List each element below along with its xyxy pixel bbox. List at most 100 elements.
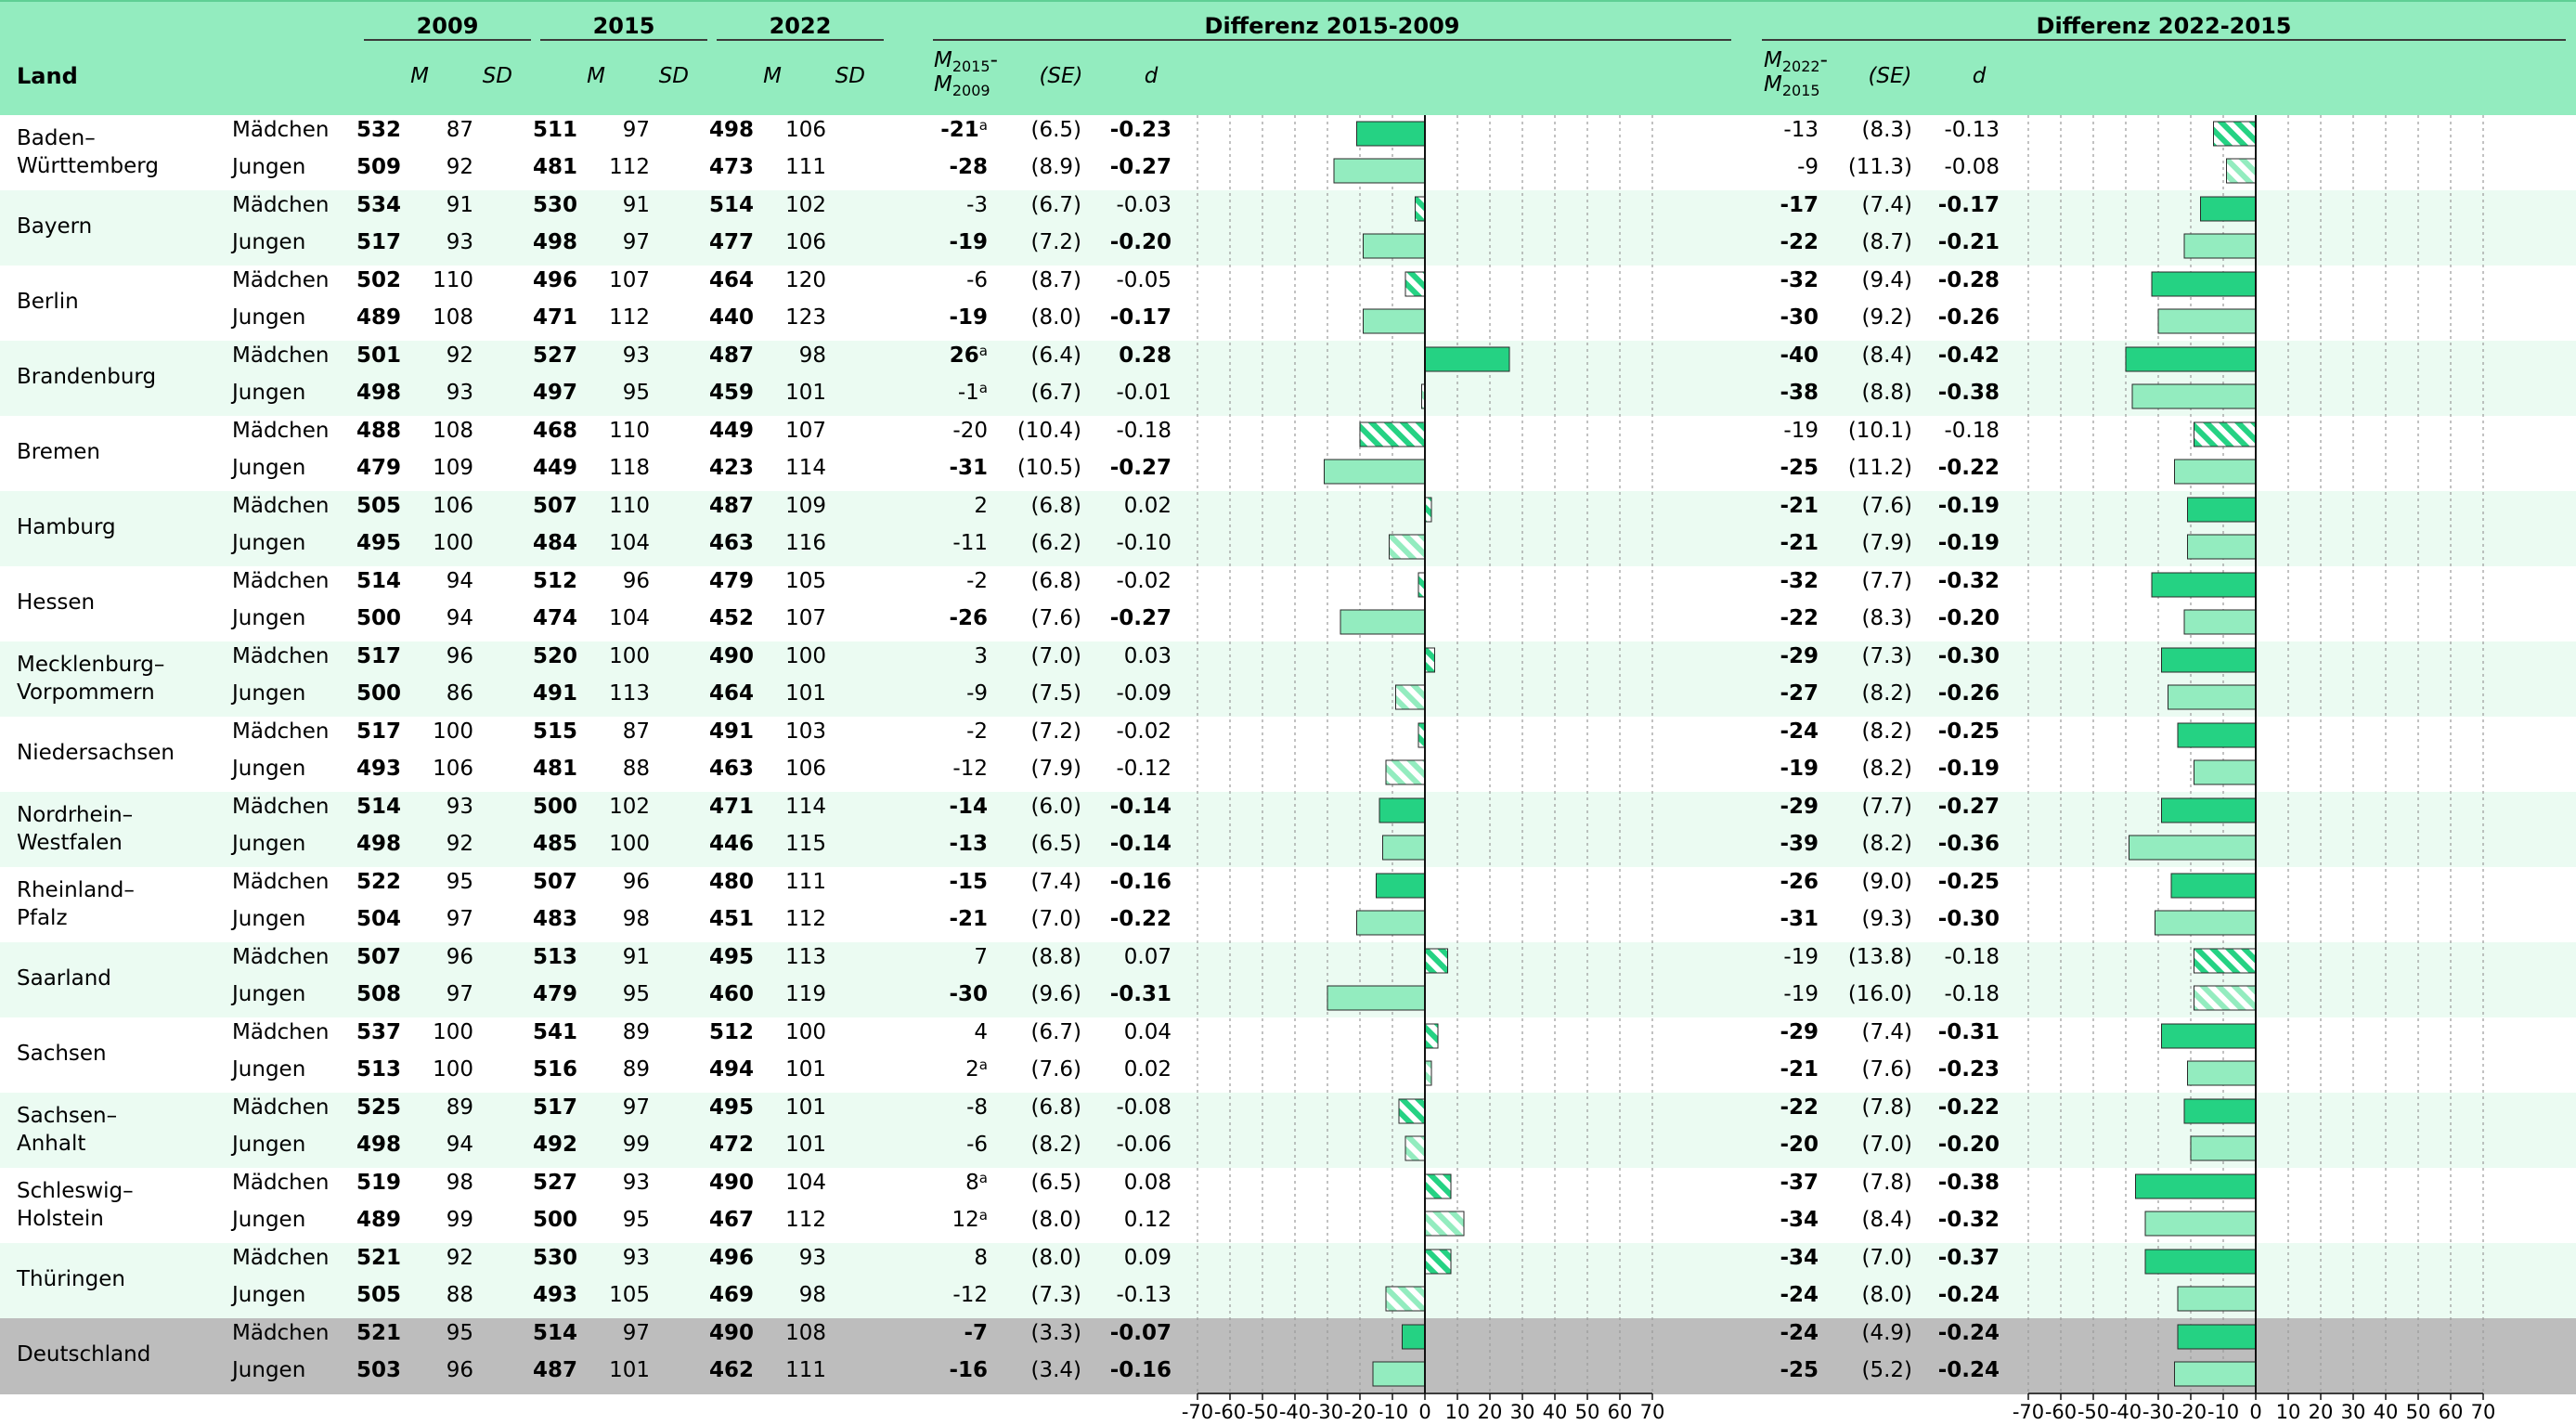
cell-m09: 521	[356, 1321, 401, 1345]
gender-label: Jungen	[232, 456, 306, 480]
cell-m09: 501	[356, 343, 401, 368]
diff1-value: -21	[940, 118, 979, 142]
cell-m22: 451	[708, 907, 754, 931]
diff1-value: -3	[966, 193, 988, 217]
cell-d1: 0.02	[1123, 494, 1171, 518]
cell-sd09: 94	[446, 606, 473, 630]
cell-m15: 530	[532, 193, 577, 217]
gender-label: Jungen	[232, 757, 306, 781]
cell-d2: -0.26	[1937, 305, 2000, 330]
cell-diff2: -24	[1741, 719, 1819, 745]
cell-se2: (9.0)	[1861, 870, 1912, 894]
cell-m09: 537	[356, 1020, 401, 1044]
cell-d2: -0.25	[1937, 719, 2000, 744]
cell-m22: 487	[708, 494, 754, 518]
row-band	[0, 491, 2576, 566]
cell-se1: (7.9)	[1030, 757, 1081, 781]
cell-diff2: -20	[1741, 1132, 1819, 1158]
gender-label: Jungen	[232, 832, 306, 856]
bar	[1405, 1135, 1426, 1161]
cell-se2: (7.8)	[1861, 1095, 1912, 1120]
mdiff-sub: 2015	[1781, 82, 1820, 99]
cell-d1: 0.12	[1123, 1208, 1171, 1232]
cell-se1: (6.5)	[1030, 1171, 1081, 1195]
state-name-line: Thüringen	[17, 1267, 125, 1291]
cell-m15: 515	[532, 719, 577, 744]
diff2-m-header: M2022- M2015	[1764, 48, 1828, 99]
diff1-value: -21	[949, 907, 988, 931]
cell-d2: -0.22	[1937, 1095, 2000, 1120]
cell-sd15: 95	[622, 1208, 650, 1232]
cell-m22: 464	[708, 681, 754, 706]
diff1-underline	[933, 39, 1731, 41]
cell-d2: -0.20	[1937, 1133, 2000, 1157]
cell-m09: 498	[356, 832, 401, 856]
diff1-value: -16	[949, 1358, 988, 1382]
cell-sd22: 105	[785, 569, 826, 593]
cell-m22: 498	[708, 118, 754, 142]
diff2-value: -34	[1780, 1208, 1819, 1232]
cell-se2: (8.7)	[1861, 230, 1912, 254]
cell-diff1: -1a	[910, 380, 988, 406]
gender-label: Jungen	[232, 1057, 306, 1082]
cell-m22: 514	[708, 193, 754, 217]
cell-d2: -0.20	[1937, 606, 2000, 630]
bar	[1415, 196, 1426, 222]
gender-label: Mädchen	[232, 343, 330, 368]
cell-diff2: -19	[1741, 981, 1819, 1007]
cell-se2: (7.6)	[1861, 494, 1912, 518]
cell-m09: 521	[356, 1246, 401, 1270]
cell-d1: -0.18	[1116, 419, 1171, 443]
cell-d2: -0.32	[1937, 569, 2000, 593]
cell-sd09: 93	[446, 795, 473, 819]
bar	[1424, 948, 1448, 974]
cell-se1: (8.8)	[1030, 945, 1081, 969]
cell-sd15: 110	[609, 494, 650, 518]
cell-diff1: -2	[910, 719, 988, 745]
diff2-value: -9	[1797, 155, 1819, 179]
cell-m22: 487	[708, 343, 754, 368]
bar	[2170, 873, 2257, 899]
cell-m15: 483	[532, 907, 577, 931]
cell-sd09: 92	[446, 155, 473, 179]
cell-d1: 0.28	[1119, 343, 1171, 368]
bar	[1424, 346, 1510, 372]
cell-diff1: -20	[910, 418, 988, 444]
state-name: Sachsen	[17, 1040, 107, 1068]
gender-label: Mädchen	[232, 1171, 330, 1195]
mdiff-line2: M2009	[934, 72, 998, 98]
cell-diff2: -29	[1741, 1019, 1819, 1045]
cell-m09: 509	[356, 155, 401, 179]
column-header-year: 2009	[416, 13, 479, 39]
cell-se1: (8.0)	[1030, 305, 1081, 330]
bar	[2183, 609, 2257, 635]
tick-label: 40	[1543, 1401, 1568, 1423]
cell-diff1: -11	[910, 530, 988, 556]
cell-d1: 0.04	[1123, 1020, 1171, 1044]
gender-label: Mädchen	[232, 795, 330, 819]
cell-diff2: -22	[1741, 605, 1819, 631]
bar	[1363, 233, 1426, 259]
cell-m09: 493	[356, 757, 401, 781]
cell-sd15: 112	[609, 305, 650, 330]
cell-d2: -0.17	[1937, 193, 2000, 217]
cell-diff2: -22	[1741, 229, 1819, 255]
cell-d1: -0.16	[1109, 1358, 1171, 1382]
cell-m15: 449	[532, 456, 577, 480]
diff2-value: -21	[1780, 494, 1819, 518]
cell-diff1: -19	[910, 304, 988, 330]
cell-sd15: 102	[609, 795, 650, 819]
state-name-line: Hessen	[17, 590, 96, 615]
diff2-value: -38	[1780, 381, 1819, 405]
cell-sd15: 96	[622, 870, 650, 894]
diff2-value: -24	[1780, 1321, 1819, 1345]
cell-diff1: -13	[910, 831, 988, 857]
bar	[1402, 1324, 1426, 1350]
cell-sd15: 110	[609, 419, 650, 443]
cell-d1: -0.09	[1116, 681, 1171, 706]
tick-label: 30	[2341, 1401, 2366, 1423]
bar	[1356, 121, 1426, 147]
cell-se2: (8.2)	[1861, 681, 1912, 706]
cell-d2: -0.30	[1937, 644, 2000, 668]
